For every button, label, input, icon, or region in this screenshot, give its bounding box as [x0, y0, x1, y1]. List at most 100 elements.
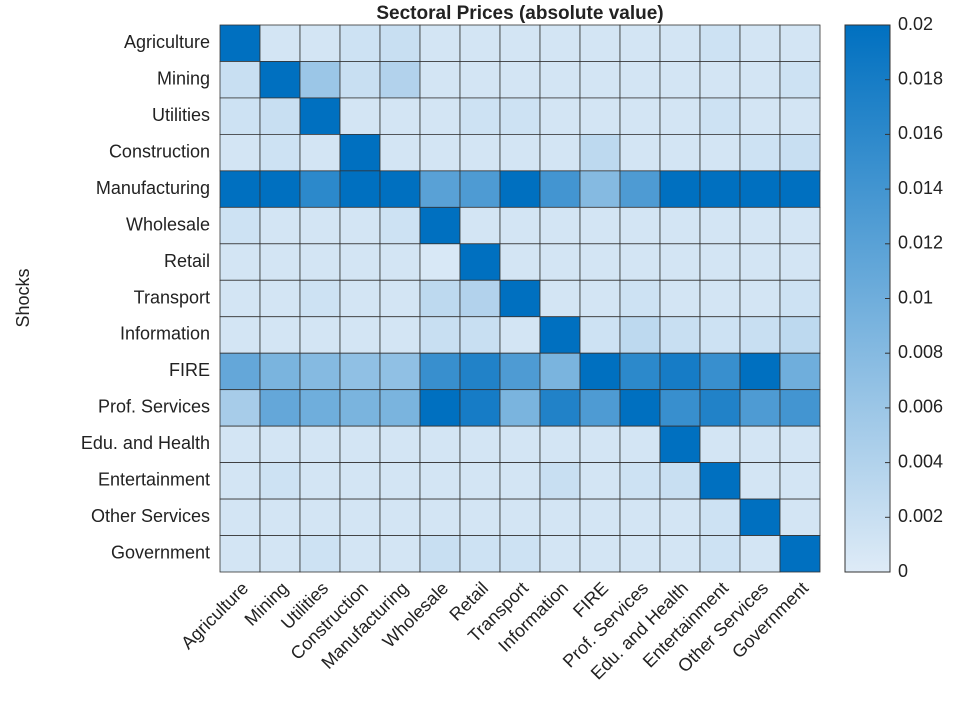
heatmap-cell: [539, 498, 581, 536]
heatmap-cell: [659, 316, 701, 354]
heatmap-cell: [419, 425, 461, 463]
colorbar-tick-label: 0.014: [898, 178, 943, 198]
heatmap-cell: [219, 206, 261, 245]
heatmap-cell: [779, 462, 821, 500]
heatmap-cell: [459, 279, 501, 318]
y-tick-label: Manufacturing: [96, 178, 210, 198]
heatmap-cell: [779, 389, 821, 427]
heatmap-cell: [539, 243, 581, 281]
y-tick-label: Entertainment: [98, 470, 210, 490]
heatmap-cell: [699, 61, 741, 99]
heatmap-cell: [299, 133, 341, 172]
heatmap-cell: [699, 279, 741, 318]
heatmap-cell: [259, 316, 301, 354]
heatmap-cell: [379, 97, 421, 135]
y-tick-label: Mining: [157, 68, 210, 88]
heatmap-cell: [659, 133, 701, 172]
heatmap-cell: [539, 462, 581, 500]
heatmap-cell: [659, 243, 701, 281]
heatmap-cell: [259, 425, 301, 463]
heatmap-cell: [779, 97, 821, 135]
heatmap-cell: [219, 24, 261, 62]
heatmap-cell: [219, 97, 261, 135]
heatmap-cell: [539, 279, 581, 318]
heatmap-cell: [579, 352, 621, 391]
heatmap-cell: [299, 316, 341, 354]
heatmap-cell: [259, 535, 301, 573]
heatmap-cell: [539, 389, 581, 427]
heatmap-cell: [699, 316, 741, 354]
heatmap-cell: [619, 425, 661, 463]
heatmap-cell: [219, 133, 261, 172]
heatmap-cell: [299, 425, 341, 463]
heatmap-cell: [339, 389, 381, 427]
heatmap-cell: [419, 462, 461, 500]
heatmap-cell: [379, 61, 421, 99]
heatmap-cell: [619, 243, 661, 281]
heatmap-cell: [579, 425, 621, 463]
heatmap-cell: [699, 206, 741, 245]
heatmap-cell: [419, 279, 461, 318]
heatmap-cell: [699, 352, 741, 391]
heatmap-cell: [459, 61, 501, 99]
heatmap-cell: [739, 316, 781, 354]
heatmap-cell: [379, 24, 421, 62]
heatmap-cell: [379, 170, 421, 208]
heatmap-cell: [219, 389, 261, 427]
heatmap-cell: [379, 279, 421, 318]
heatmap-cell: [419, 498, 461, 536]
heatmap-cell: [779, 316, 821, 354]
heatmap-cell: [339, 498, 381, 536]
heatmap-cell: [339, 425, 381, 463]
heatmap-cell: [739, 133, 781, 172]
heatmap-cell: [499, 425, 541, 463]
heatmap-cell: [299, 97, 341, 135]
colorbar-tick-label: 0.008: [898, 342, 943, 362]
heatmap-cell: [659, 535, 701, 573]
heatmap-cell: [459, 97, 501, 135]
y-axis-label: Shocks: [13, 268, 33, 327]
heatmap-cell: [699, 462, 741, 500]
heatmap-cell: [579, 97, 621, 135]
heatmap-cell: [779, 425, 821, 463]
colorbar-tick-label: 0.006: [898, 397, 943, 417]
heatmap-cell: [739, 170, 781, 208]
colorbar-tick-label: 0.02: [898, 14, 933, 34]
heatmap-cell: [739, 498, 781, 536]
y-tick-label: FIRE: [169, 360, 210, 380]
heatmap-cell: [299, 279, 341, 318]
heatmap-cell: [259, 389, 301, 427]
heatmap-cell: [339, 243, 381, 281]
heatmap-cell: [619, 97, 661, 135]
heatmap-cell: [499, 316, 541, 354]
y-tick-label: Government: [111, 543, 210, 563]
heatmap-cell: [539, 316, 581, 354]
heatmap-cell: [299, 243, 341, 281]
colorbar-tick-label: 0: [898, 561, 908, 581]
chart-title: Sectoral Prices (absolute value): [376, 3, 663, 24]
heatmap-cell: [619, 61, 661, 99]
heatmap-cell: [539, 97, 581, 135]
heatmap-cell: [659, 206, 701, 245]
heatmap-cell: [619, 498, 661, 536]
heatmap-cell: [659, 279, 701, 318]
heatmap-cell: [299, 498, 341, 536]
heatmap-cell: [579, 535, 621, 573]
heatmap-cell: [459, 352, 501, 391]
heatmap-cell: [299, 170, 341, 208]
heatmap-cell: [339, 133, 381, 172]
heatmap-cell: [419, 97, 461, 135]
heatmap-cell: [619, 279, 661, 318]
heatmap-cell: [699, 24, 741, 62]
heatmap-cell: [219, 352, 261, 391]
heatmap-cell: [499, 243, 541, 281]
heatmap-cell: [739, 243, 781, 281]
heatmap-cell: [579, 498, 621, 536]
y-tick-label: Agriculture: [124, 32, 210, 52]
heatmap-cell: [339, 462, 381, 500]
heatmap-cell: [459, 389, 501, 427]
heatmap-cell: [779, 206, 821, 245]
heatmap-cell: [259, 206, 301, 245]
heatmap-cell: [419, 133, 461, 172]
heatmap-cell: [219, 279, 261, 318]
